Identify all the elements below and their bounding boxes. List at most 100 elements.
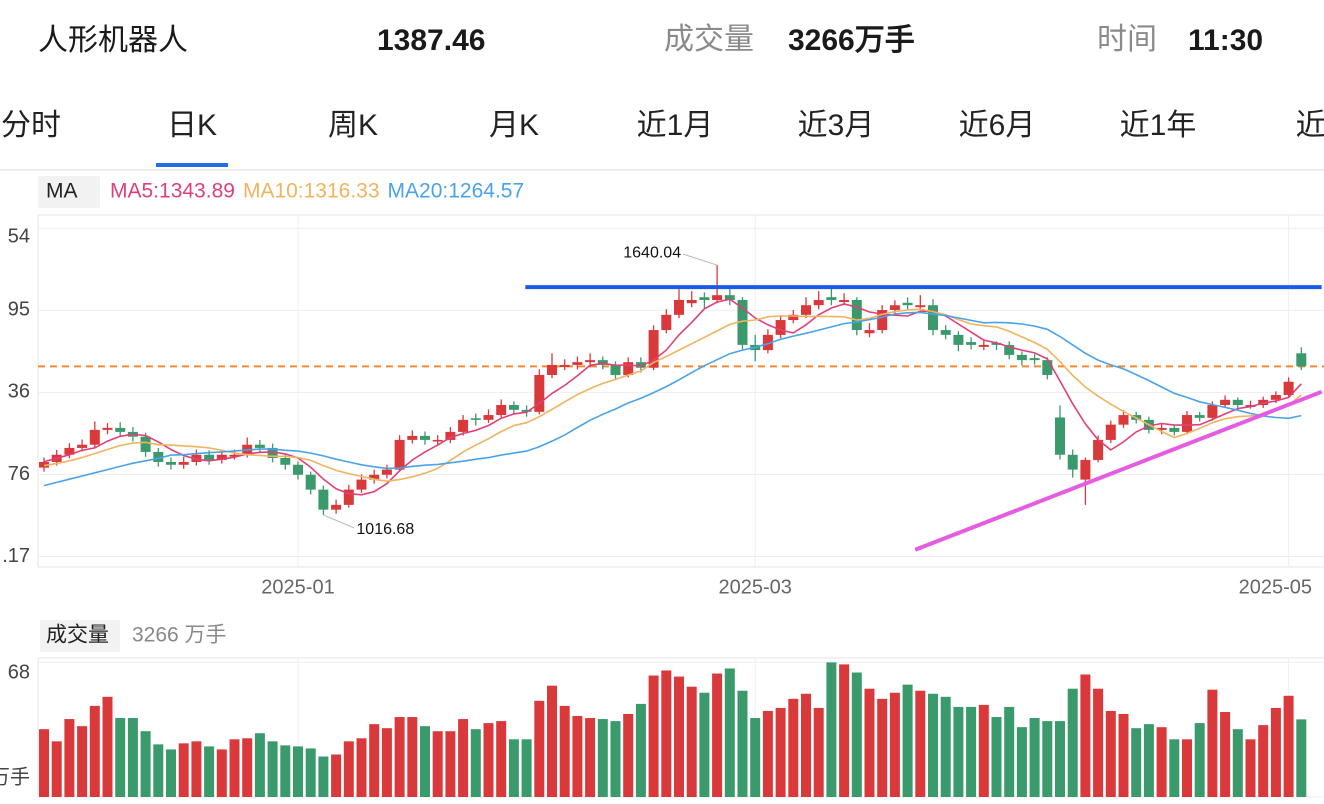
candle-body [1232,399,1243,406]
candle-body [674,299,684,315]
volume-bar [1232,729,1243,797]
candle-body [623,362,634,375]
candle-body [64,447,75,455]
volume-bar [1283,695,1294,797]
candle-body [953,334,964,345]
candle-body [928,305,938,331]
volume-bar [889,692,900,797]
volume-bar [978,704,989,797]
candle-body [1029,358,1040,361]
tab[interactable]: 近3 [1296,109,1324,142]
candle-body [1194,415,1205,418]
tab[interactable]: 近1年 [1120,109,1197,142]
volume-bar [1156,727,1167,797]
volume-bar [1169,739,1180,797]
candle-body [420,435,430,440]
volume-bar [648,675,659,797]
time: 11:30 [1188,24,1263,57]
volume-bar [559,705,570,797]
candle-body [991,342,1002,345]
volume-bar [293,746,303,797]
candle-body [39,461,49,468]
volume-bar [953,706,964,797]
y-tick-label: 36 [8,381,30,403]
ma-line [43,308,1302,483]
volume-bar [737,690,748,797]
candle-body [813,299,824,306]
volume-bar [750,718,761,797]
volume-bar [1029,718,1040,797]
candle-body [1004,344,1015,355]
volume-bar [572,716,583,797]
volume-bar [369,724,380,797]
tab[interactable]: 月K [489,109,539,142]
candle-body [1016,354,1027,361]
candle-body [280,457,291,465]
volume-bar [280,745,291,797]
volume-bar [661,670,672,797]
volume-bar [242,738,253,797]
volume-bar [1118,714,1129,797]
candle-body [153,451,164,462]
volume: 3266万手 [788,24,915,57]
candle-body [966,342,977,345]
candle-body [1118,415,1129,425]
volume-bar [153,744,164,797]
tab[interactable]: 周K [328,109,378,142]
candle-body [1156,427,1167,430]
tab[interactable]: 近6月 [959,109,1036,142]
tab[interactable]: 近1月 [637,109,714,142]
volume-bar [331,754,342,797]
candle-body [915,305,926,308]
volume-bar [635,703,646,797]
candle-body [1270,395,1281,400]
candle-body [521,409,532,412]
candle-body [331,504,342,510]
candle-body [458,419,469,432]
candle-body [1207,405,1218,418]
volume-bar [1042,721,1053,797]
tab[interactable]: 近3月 [798,109,875,142]
volume-bar [877,698,888,797]
legend-entry: MA10:1316.33 [243,180,380,203]
volume-bar [166,749,176,797]
volume-bar [1016,727,1027,797]
candle-body [648,330,659,368]
volume-bar [343,741,354,797]
volume-bar [420,726,430,797]
volume-label: 成交量 [664,23,754,56]
y-tick-label: 68 [8,661,30,683]
candle-body [712,295,723,300]
volume-bar [928,693,938,797]
candle-body [610,364,621,375]
candle-body [572,362,583,365]
candle-body [788,314,799,321]
leader-line [323,514,355,529]
tab[interactable]: 日K [167,109,217,142]
candle-body [369,474,380,480]
candle-body [1169,427,1180,432]
volume-bar [674,676,684,797]
volume-bar [521,739,532,797]
candle-body [293,464,303,475]
candle-body [737,299,748,345]
x-tick-label: 2025-01 [261,576,334,598]
candle-body [1067,454,1078,470]
candle-body [432,439,443,442]
candle-body [1093,439,1104,460]
volume-bar [445,731,456,797]
legend-box [40,620,120,652]
x-tick-label: 2025-05 [1239,576,1312,598]
candle-body [102,427,113,430]
volume-bar [254,733,265,797]
volume-bar [1105,710,1116,797]
tab[interactable]: 分时 [1,109,61,142]
ma-line [43,298,1302,496]
candle-body [305,474,316,490]
legend-box [38,176,100,208]
volume-bar [51,741,62,797]
volume-bar [127,718,138,797]
volume-bar [1182,739,1192,797]
